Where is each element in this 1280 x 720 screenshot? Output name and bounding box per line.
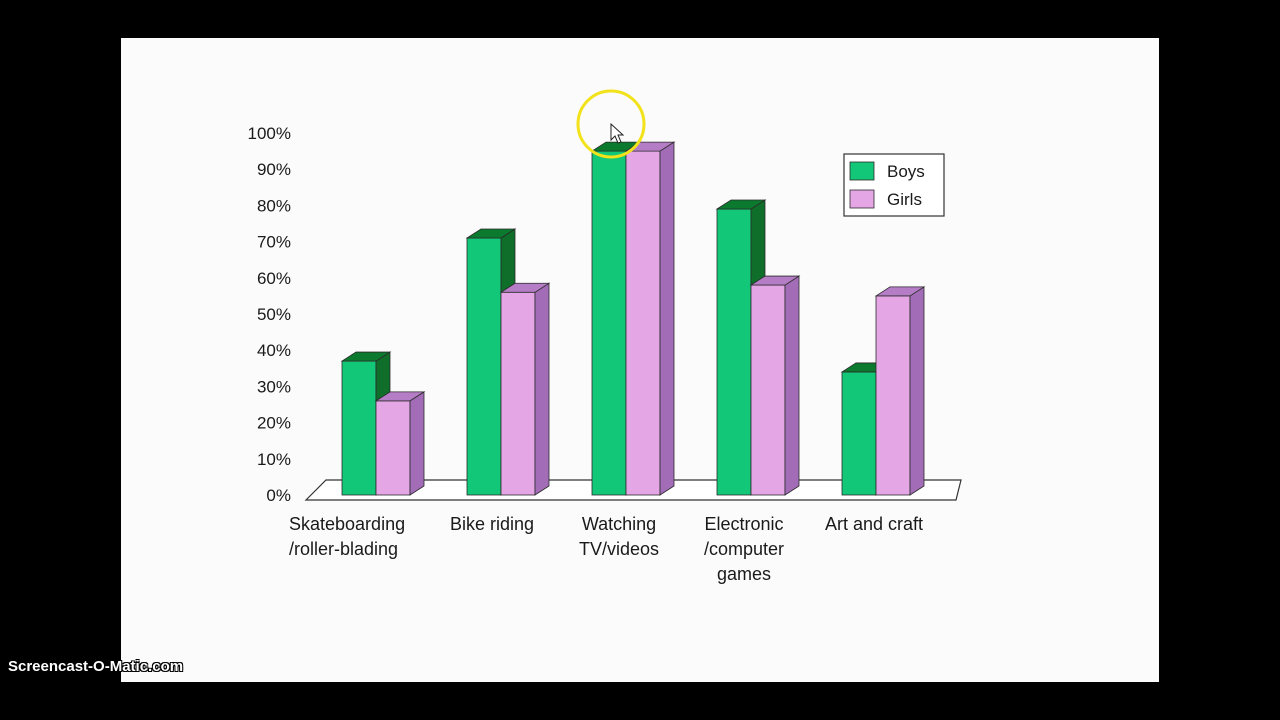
legend-label-boys: Boys bbox=[887, 162, 925, 181]
bar-side bbox=[784, 275, 800, 496]
bar-top bbox=[749, 275, 801, 286]
bar-top bbox=[715, 199, 767, 210]
x-category-label: Art and craft bbox=[825, 514, 923, 534]
y-tick-label: 70% bbox=[257, 233, 291, 252]
x-category-label-line: Skateboarding bbox=[289, 514, 405, 534]
bar-top bbox=[499, 282, 551, 293]
y-tick-label: 50% bbox=[257, 305, 291, 324]
bar-front bbox=[591, 150, 627, 496]
y-tick-label: 100% bbox=[248, 124, 291, 143]
bar-side bbox=[409, 391, 425, 496]
x-category-label-line: games bbox=[717, 564, 771, 584]
legend-swatch-girls bbox=[849, 189, 875, 209]
legend: Boys Girls bbox=[843, 153, 945, 217]
cursor-highlight bbox=[576, 89, 646, 159]
x-category-label-line: Art and craft bbox=[825, 514, 923, 534]
bar-front bbox=[466, 237, 502, 496]
x-category-label: Watching TV/videos bbox=[579, 514, 659, 559]
bar-side bbox=[534, 282, 550, 496]
x-category-label: Skateboarding/roller-blading bbox=[289, 514, 405, 559]
slide-area: 0% 10% 20% 30% 40% 50% 60% 70% 80% 90% 100% Skateb… bbox=[121, 38, 1159, 682]
bar-girls bbox=[749, 275, 801, 496]
y-tick-label: 10% bbox=[257, 450, 291, 469]
cursor-ring bbox=[576, 89, 646, 159]
x-category-label-line: Bike riding bbox=[450, 514, 534, 534]
y-tick-label: 40% bbox=[257, 341, 291, 360]
bars bbox=[340, 141, 926, 496]
mouse-pointer-icon bbox=[610, 122, 625, 144]
bar-top bbox=[874, 286, 926, 297]
bar-front bbox=[875, 295, 911, 496]
legend-label-girls: Girls bbox=[887, 190, 922, 209]
x-category-label-line: /computer bbox=[704, 539, 784, 559]
bar-top bbox=[465, 228, 517, 239]
bar-front bbox=[716, 208, 752, 496]
y-tick-label: 60% bbox=[257, 269, 291, 288]
bar-front bbox=[375, 400, 411, 496]
watermark-text: Screencast-O-Matic.com bbox=[8, 658, 184, 675]
bar-girls bbox=[499, 282, 551, 496]
bar-front bbox=[341, 360, 377, 496]
bar-side bbox=[659, 141, 675, 496]
y-tick-label: 20% bbox=[257, 414, 291, 433]
bar-front bbox=[500, 291, 536, 496]
y-tick-label: 90% bbox=[257, 160, 291, 179]
bar-girls bbox=[374, 391, 426, 496]
bar-girls bbox=[624, 141, 676, 496]
x-category-label-line: TV/videos bbox=[579, 539, 659, 559]
bar-chart: 0% 10% 20% 30% 40% 50% 60% 70% 80% 90% 100% Skateb… bbox=[248, 89, 962, 584]
x-axis-labels: Skateboarding/roller-blading Bike riding W… bbox=[289, 514, 923, 584]
bar-top bbox=[374, 391, 426, 402]
x-category-label-line: Watching bbox=[582, 514, 656, 534]
bar-top bbox=[340, 351, 392, 362]
y-tick-label: 0% bbox=[266, 486, 291, 505]
y-tick-label: 80% bbox=[257, 196, 291, 215]
bar-girls bbox=[874, 286, 926, 496]
bar-side bbox=[909, 286, 925, 496]
x-category-label-line: /roller-blading bbox=[289, 539, 398, 559]
bar-front bbox=[625, 150, 661, 496]
bar-front bbox=[750, 284, 786, 496]
y-tick-label: 30% bbox=[257, 377, 291, 396]
y-axis-ticks: 0% 10% 20% 30% 40% 50% 60% 70% 80% 90% 100% bbox=[248, 124, 291, 505]
x-category-label: Bike riding bbox=[450, 514, 534, 534]
legend-swatch-boys bbox=[849, 161, 875, 181]
x-category-label-line: Electronic bbox=[704, 514, 783, 534]
x-category-label: Electronic/computer games bbox=[704, 514, 784, 584]
bar-front bbox=[841, 371, 877, 496]
